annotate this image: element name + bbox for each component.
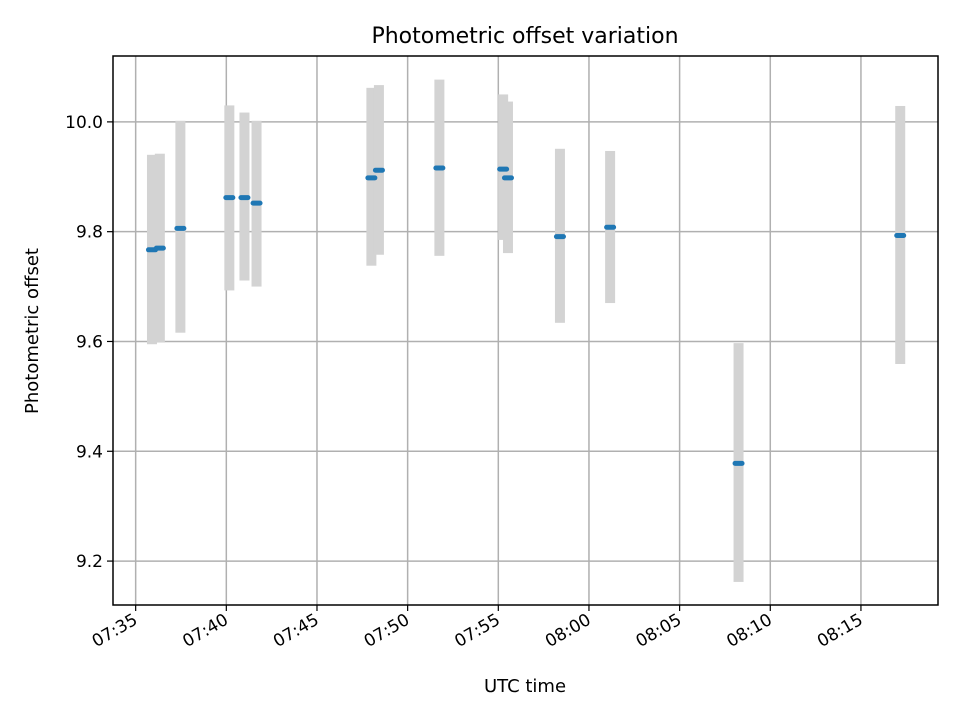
data-point (365, 175, 378, 181)
data-point (553, 234, 566, 240)
data-point (501, 175, 514, 181)
y-tick-label: 9.8 (76, 223, 103, 243)
y-tick-label: 9.6 (76, 332, 103, 352)
x-tick-label: 08:05 (633, 610, 685, 652)
x-tick-label: 07:55 (451, 610, 503, 652)
x-tick-label: 07:35 (89, 610, 141, 652)
chart-title: Photometric offset variation (371, 24, 678, 49)
data-point (894, 233, 907, 239)
x-tick-label: 08:15 (814, 610, 866, 652)
data-point (250, 200, 263, 206)
plot-frame (112, 55, 939, 606)
y-tick-label: 9.2 (76, 552, 103, 572)
error-bars (146, 79, 906, 582)
y-tick-label: 10.0 (65, 113, 103, 133)
data-point (433, 165, 446, 171)
data-point (497, 166, 510, 172)
data-point (732, 460, 745, 466)
x-axis-ticks: 07:35 07:40 07:45 07:50 07:55 08:00 08:05 08:10… (89, 605, 866, 652)
data-point (153, 245, 166, 251)
y-tick-label: 9.4 (76, 442, 103, 462)
data-point (174, 225, 187, 231)
x-tick-label: 08:10 (723, 610, 775, 652)
data-point (238, 195, 251, 201)
x-tick-label: 08:00 (542, 610, 594, 652)
y-axis-label: Photometric offset (22, 248, 43, 414)
x-tick-label: 07:40 (179, 610, 231, 652)
x-tick-label: 07:45 (270, 610, 322, 652)
y-axis-ticks: 9.2 9.4 9.6 9.8 10.0 (65, 113, 113, 572)
x-axis-label: UTC time (484, 676, 566, 697)
data-point (223, 195, 236, 201)
grid (113, 56, 938, 605)
data-points (145, 165, 907, 466)
x-tick-label: 07:50 (361, 610, 413, 652)
data-point (372, 167, 385, 173)
data-point (604, 224, 617, 230)
